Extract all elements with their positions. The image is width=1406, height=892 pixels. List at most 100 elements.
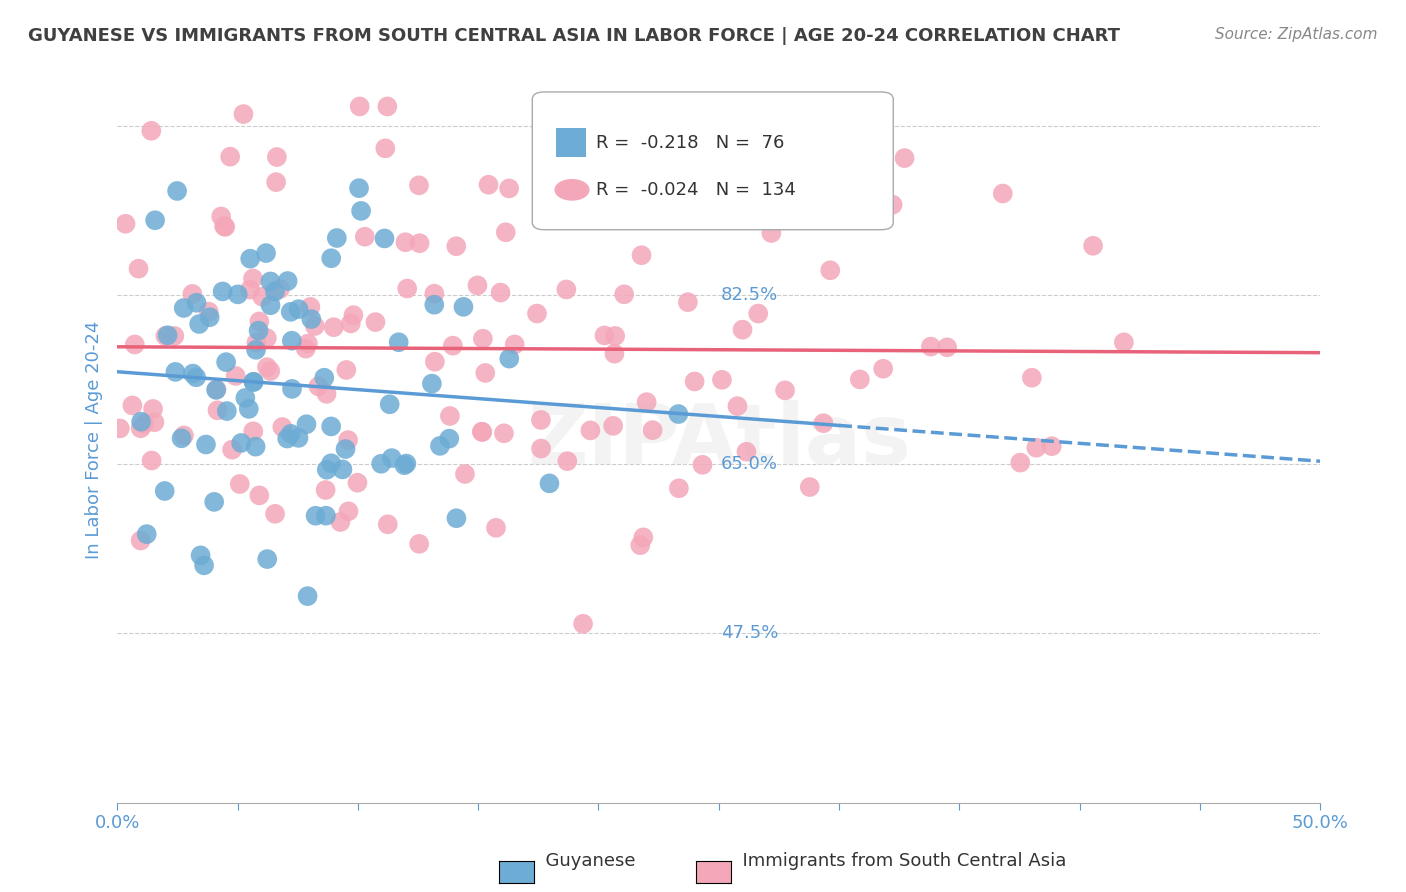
Point (259, 364, 281, 378)
Point (129, 421, 152, 435)
Point (429, 439, 451, 453)
Text: ZIPAtlas: ZIPAtlas (527, 400, 911, 481)
Text: R =  -0.024   N =  134: R = -0.024 N = 134 (596, 181, 796, 199)
Point (321, 252, 343, 266)
Point (256, 552, 278, 566)
Point (364, 315, 387, 329)
Point (613, 287, 636, 301)
Point (207, 403, 229, 417)
Point (374, 141, 396, 155)
Text: GUYANESE VS IMMIGRANTS FROM SOUTH CENTRAL ASIA IN LABOR FORCE | AGE 20-24 CORREL: GUYANESE VS IMMIGRANTS FROM SOUTH CENTRA… (28, 27, 1121, 45)
Point (256, 331, 278, 345)
Point (281, 334, 304, 348)
Point (453, 300, 475, 314)
Point (813, 416, 835, 430)
Point (142, 401, 165, 416)
Point (232, 107, 254, 121)
Point (245, 343, 267, 357)
Point (710, 373, 733, 387)
Point (209, 210, 232, 224)
Point (373, 231, 395, 245)
Point (503, 337, 526, 351)
Point (530, 442, 553, 456)
Point (211, 285, 233, 299)
Point (991, 186, 1014, 201)
Point (735, 444, 758, 458)
Point (555, 454, 578, 468)
Text: 100.0%: 100.0% (721, 117, 789, 135)
Point (186, 295, 208, 310)
Point (477, 178, 499, 192)
Point (388, 335, 411, 350)
Point (754, 203, 776, 218)
Point (538, 476, 561, 491)
Point (198, 310, 221, 325)
Point (271, 420, 294, 434)
Point (731, 323, 754, 337)
Point (340, 317, 363, 331)
Point (377, 517, 399, 532)
Point (264, 507, 287, 521)
Point (446, 511, 468, 525)
Point (295, 417, 318, 432)
Point (454, 467, 477, 481)
Point (321, 456, 343, 470)
Point (603, 346, 626, 360)
Point (269, 282, 291, 296)
Point (326, 231, 349, 245)
Point (242, 375, 264, 389)
Point (121, 399, 143, 413)
Point (287, 431, 309, 445)
Point (239, 283, 262, 297)
Point (408, 236, 430, 251)
Point (423, 298, 446, 312)
Point (370, 457, 392, 471)
Point (446, 239, 468, 253)
Point (337, 504, 360, 518)
Point (215, 355, 238, 369)
Point (738, 199, 761, 213)
Point (882, 197, 904, 211)
Point (242, 271, 264, 285)
Point (202, 495, 225, 509)
Point (605, 329, 627, 343)
Point (304, 508, 326, 523)
Point (420, 376, 443, 391)
Point (315, 387, 337, 401)
Point (143, 415, 166, 429)
Point (872, 361, 894, 376)
Point (471, 425, 494, 439)
FancyBboxPatch shape (533, 92, 893, 230)
Point (143, 213, 166, 227)
Point (332, 462, 354, 476)
Point (579, 424, 602, 438)
Point (247, 314, 270, 328)
Point (1112, 335, 1135, 350)
Point (281, 382, 304, 396)
Point (256, 360, 278, 375)
Point (381, 451, 404, 466)
Point (315, 508, 337, 523)
Point (555, 283, 578, 297)
Point (294, 342, 316, 356)
Point (636, 395, 658, 409)
Point (128, 261, 150, 276)
Point (758, 195, 780, 210)
Point (297, 589, 319, 603)
Point (1081, 239, 1104, 253)
Point (193, 558, 215, 573)
Point (297, 336, 319, 351)
Point (166, 184, 188, 198)
Point (396, 281, 419, 295)
Point (799, 480, 821, 494)
Point (498, 351, 520, 366)
Point (307, 379, 329, 393)
Text: Guyanese: Guyanese (534, 852, 636, 870)
Point (280, 426, 302, 441)
Point (194, 437, 217, 451)
Point (350, 203, 373, 218)
Point (188, 317, 211, 331)
Point (264, 285, 287, 299)
Point (633, 530, 655, 544)
Point (1021, 370, 1043, 384)
